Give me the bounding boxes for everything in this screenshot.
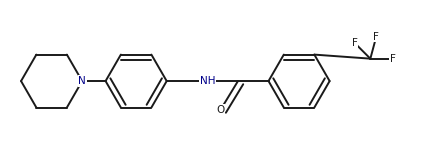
Text: F: F (351, 38, 357, 48)
Text: NH: NH (200, 76, 215, 86)
Text: F: F (373, 32, 379, 42)
Text: O: O (217, 105, 225, 115)
Text: F: F (390, 54, 396, 64)
Text: N: N (78, 76, 86, 86)
